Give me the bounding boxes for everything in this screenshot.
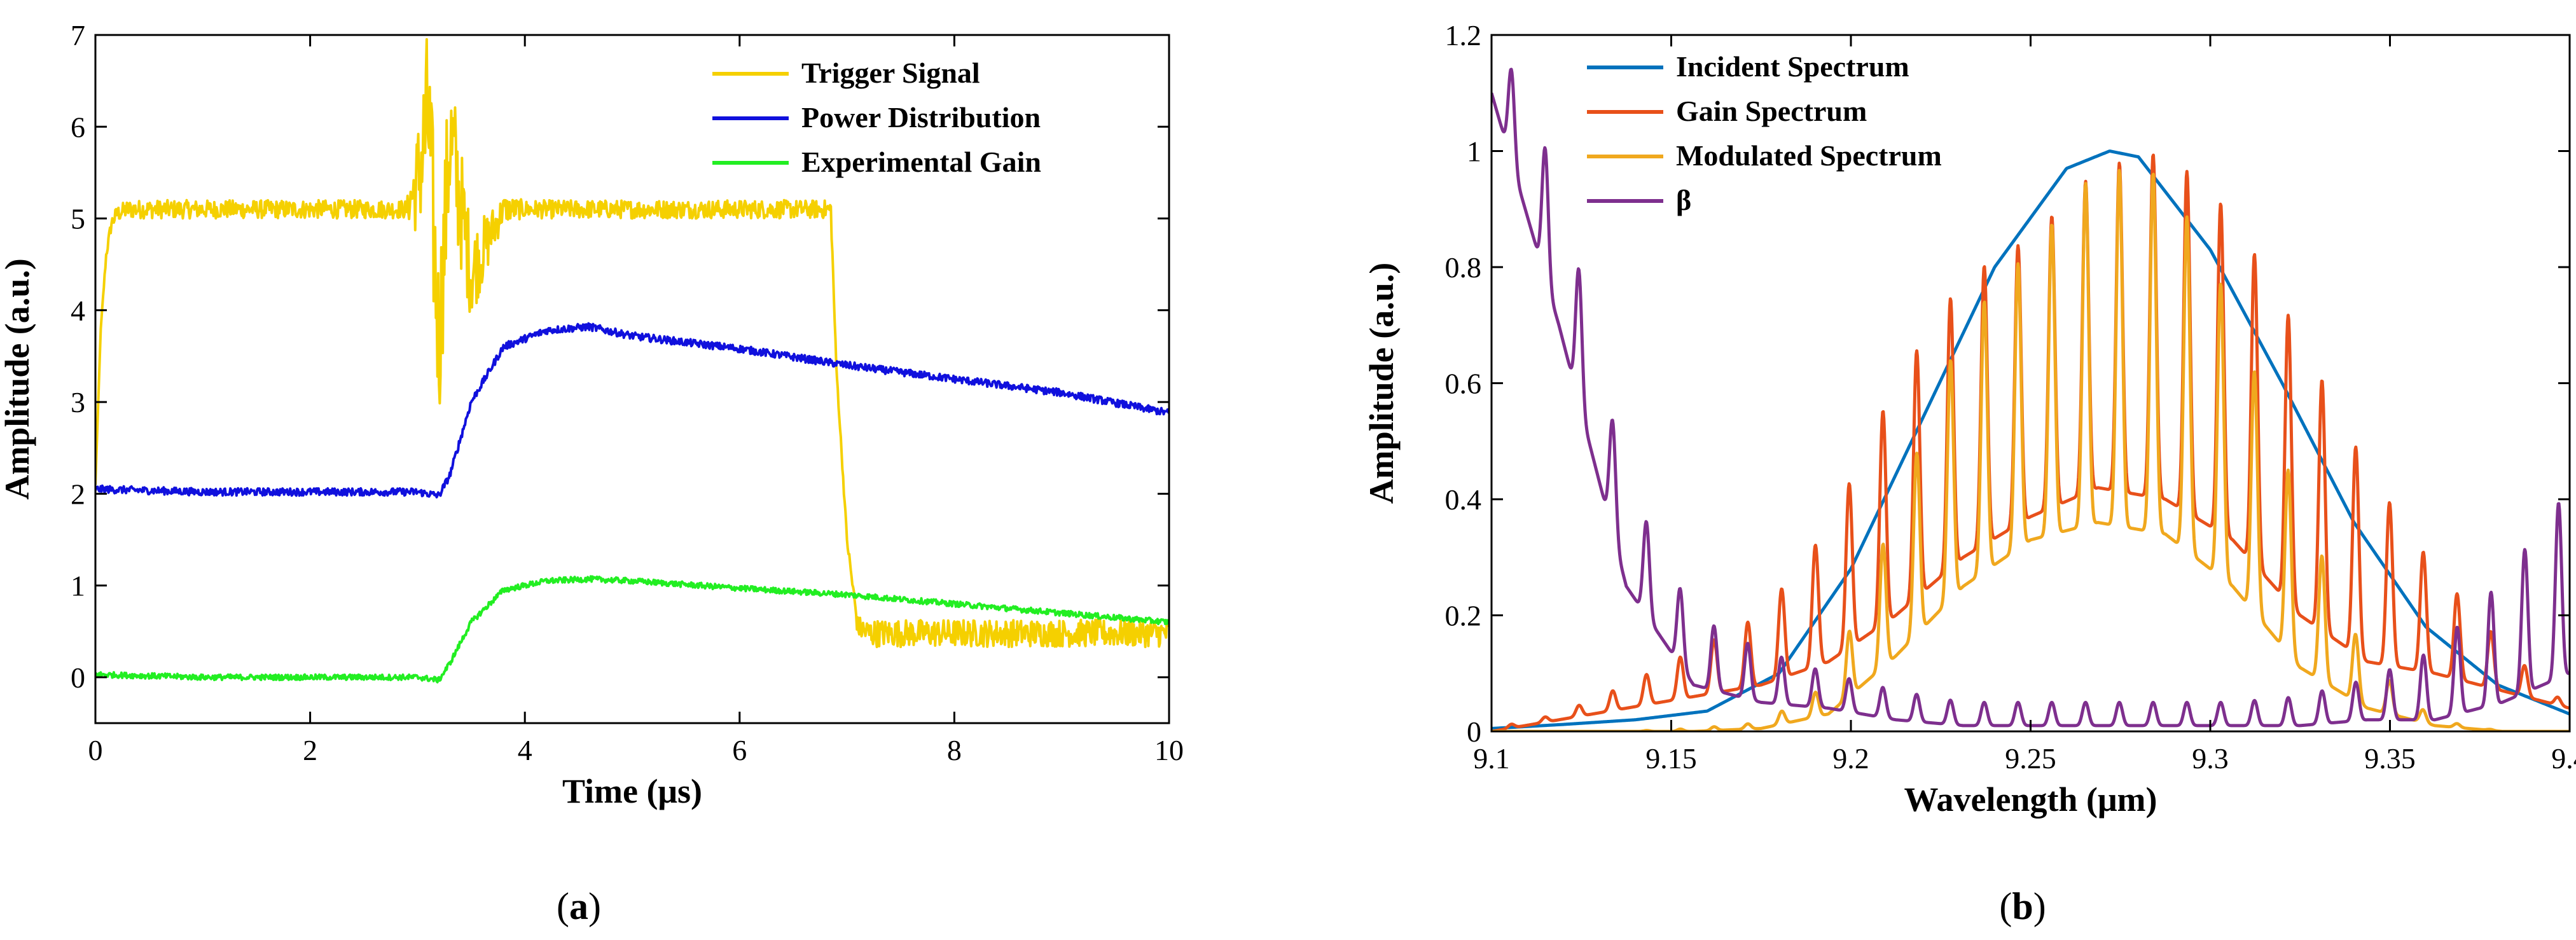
y-tick-label: 1	[1467, 135, 1481, 168]
x-tick-label: 9.25	[2005, 742, 2056, 775]
y-tick-label: 4	[71, 294, 85, 327]
x-tick-label: 8	[947, 734, 962, 766]
caption-paren-close: )	[2033, 885, 2046, 927]
caption-letter: a	[569, 885, 588, 927]
x-tick-label: 9.3	[2192, 742, 2229, 775]
y-axis-label: Amplitude (a.u.)	[1362, 263, 1401, 504]
series-line-1	[95, 322, 1169, 499]
y-tick-label: 1.2	[1445, 19, 1482, 52]
caption-letter: b	[2012, 885, 2033, 927]
legend-label-0: Trigger Signal	[801, 57, 980, 89]
y-tick-label: 1	[71, 570, 85, 602]
series-line-3	[1492, 67, 2570, 728]
y-axis-label: Amplitude (a.u.)	[0, 258, 36, 500]
x-tick-label: 0	[88, 734, 103, 766]
series-line-0	[95, 38, 1169, 649]
axes-frame	[94, 34, 1170, 724]
x-tick-label: 9.15	[1645, 742, 1697, 775]
legend-label-2: Experimental Gain	[801, 146, 1041, 178]
caption-paren-open: (	[557, 885, 569, 927]
series-line-2	[95, 575, 1169, 684]
x-tick-label: 9.4	[2551, 742, 2576, 775]
y-tick-label: 0.4	[1445, 483, 1482, 516]
series-line-2	[1492, 169, 2570, 731]
y-tick-label: 0.8	[1445, 251, 1482, 284]
series-line-0	[1492, 149, 2570, 730]
x-tick-label: 2	[303, 734, 317, 766]
x-tick-label: 9.2	[1832, 742, 1869, 775]
y-tick-label: 3	[71, 386, 85, 418]
y-tick-label: 7	[71, 19, 85, 52]
plot-area	[95, 38, 1169, 684]
axes-frame	[1490, 34, 2571, 733]
x-tick-label: 9.1	[1473, 742, 1510, 775]
x-tick-label: 6	[732, 734, 747, 766]
y-tick-label: 2	[71, 478, 85, 510]
panel-caption: (a)	[557, 885, 601, 927]
x-axis-label: Time (μs)	[562, 772, 702, 810]
legend-label-3: β	[1676, 184, 1691, 216]
x-axis-label: Wavelength (μm)	[1904, 780, 2157, 819]
y-tick-label: 0.2	[1445, 600, 1482, 632]
panel-a: 0 2 4 6 8 10 0 1 2 3 4 5 6 7 Time (μs) Amplitude (a.u.)…	[0, 19, 1184, 927]
y-tick-label: 0.6	[1445, 368, 1482, 400]
legend: Incident Spectrum Gain Spectrum Modulated …	[1587, 50, 1942, 216]
legend-label-2: Modulated Spectrum	[1676, 139, 1942, 172]
legend-label-1: Gain Spectrum	[1676, 95, 1867, 127]
legend: Trigger Signal Power Distribution Experime…	[712, 57, 1041, 178]
legend-label-0: Incident Spectrum	[1676, 50, 1909, 83]
x-tick-label: 4	[518, 734, 532, 766]
panel-b: 9.1 9.15 9.2 9.25 9.3 9.35 9.4 0 0.2 0.4 0.6 0.8 1 1.…	[1362, 19, 2576, 927]
panel-caption: (b)	[1999, 885, 2046, 927]
y-tick-label: 5	[71, 203, 85, 235]
legend-label-1: Power Distribution	[801, 101, 1041, 134]
y-tick-label: 0	[71, 661, 85, 694]
plot-area	[1492, 67, 2570, 731]
series-line-1	[1492, 153, 2570, 731]
x-tick-label: 10	[1154, 734, 1184, 766]
y-tick-label: 0	[1467, 715, 1481, 748]
x-tick-label: 9.35	[2364, 742, 2416, 775]
y-tick-label: 6	[71, 111, 85, 143]
caption-paren-open: (	[1999, 885, 2012, 927]
caption-paren-close: )	[588, 885, 601, 927]
